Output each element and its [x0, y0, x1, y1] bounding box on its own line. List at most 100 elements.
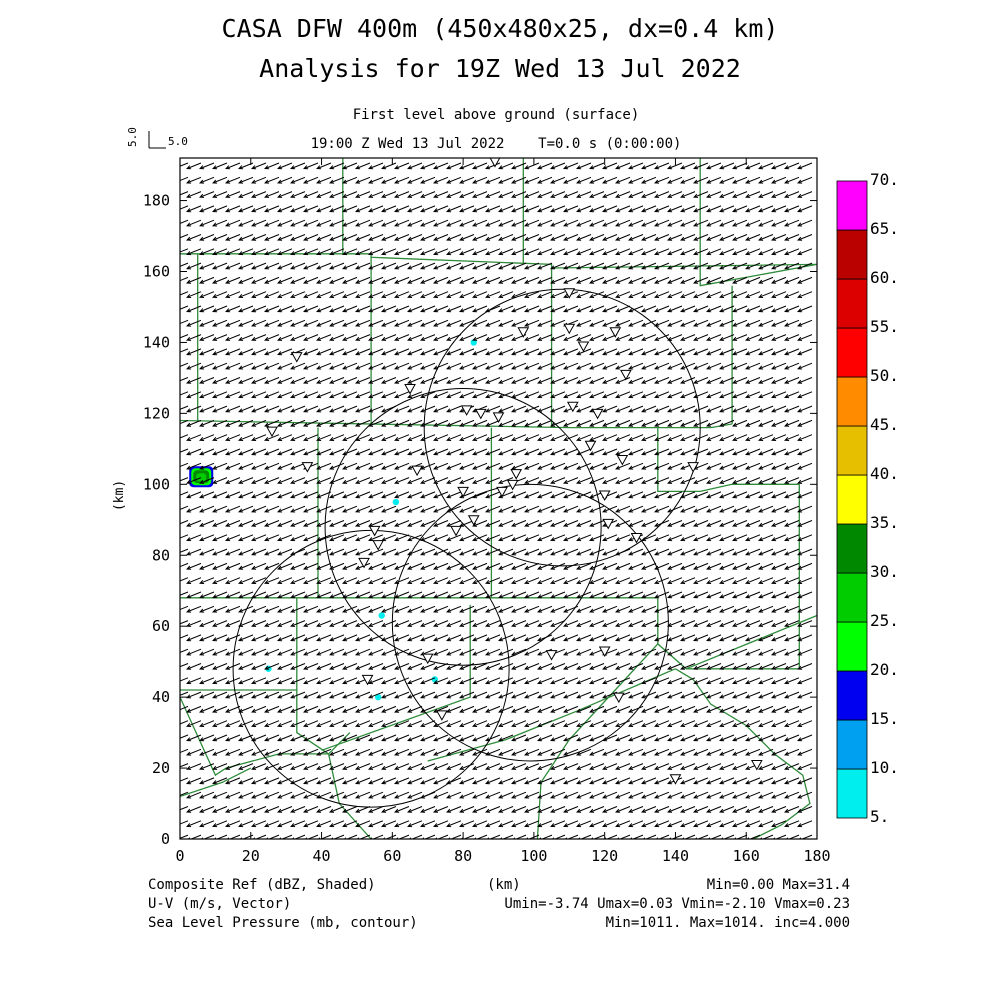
wind-vector — [459, 720, 475, 727]
wind-vector — [498, 720, 514, 727]
wind-vector — [342, 205, 358, 213]
wind-vector — [758, 820, 774, 828]
echo-cell-strong — [189, 466, 214, 488]
wind-vector — [264, 448, 280, 456]
wind-vector — [719, 234, 735, 241]
wind-vector — [459, 234, 475, 241]
wind-vector — [745, 634, 761, 642]
wind-vector — [485, 276, 501, 284]
wind-vector — [511, 405, 527, 413]
wind-vector — [628, 434, 644, 441]
wind-vector — [329, 377, 345, 384]
wind-vector — [316, 591, 332, 599]
colorbar-swatch — [836, 719, 868, 770]
wind-vector — [186, 505, 202, 513]
wind-vector — [316, 248, 332, 256]
wind-vector — [719, 791, 735, 799]
station-marker — [358, 557, 370, 569]
wind-vector — [180, 176, 189, 182]
wind-vector — [329, 434, 345, 441]
wind-vector — [628, 562, 644, 570]
wind-vector — [733, 834, 748, 839]
wind-vector — [225, 705, 241, 713]
wind-vector — [615, 276, 631, 284]
wind-vector — [797, 806, 813, 813]
wind-vector — [180, 276, 189, 282]
wind-vector — [524, 477, 540, 484]
wind-vector — [472, 534, 488, 542]
wind-vector — [498, 377, 514, 384]
wind-vector — [355, 391, 371, 399]
wind-vector — [238, 677, 254, 685]
wind-vector — [680, 634, 696, 642]
wind-vector — [355, 462, 371, 470]
wind-vector — [199, 720, 215, 727]
wind-vector — [433, 605, 449, 613]
y-tick-label: 20 — [152, 759, 170, 777]
wind-vector — [472, 691, 488, 699]
wind-vector — [589, 677, 605, 685]
wind-vector — [693, 748, 709, 756]
wind-vector — [238, 663, 254, 670]
wind-vector — [628, 648, 644, 656]
wind-vector — [199, 705, 215, 713]
wind-vector — [186, 534, 202, 542]
wind-vector — [212, 577, 228, 584]
wind-vector — [784, 434, 800, 441]
wind-vector — [797, 319, 813, 327]
wind-vector — [706, 734, 722, 742]
wind-vector — [576, 748, 592, 756]
wind-vector — [680, 191, 696, 198]
wind-vector — [381, 577, 397, 584]
wind-vector — [667, 620, 683, 627]
wind-vector — [550, 362, 566, 370]
wind-vector — [732, 391, 748, 399]
wind-vector — [667, 791, 683, 799]
wind-vector — [797, 620, 813, 627]
wind-vector — [394, 605, 410, 613]
wind-vector — [264, 276, 280, 284]
wind-vector — [420, 448, 436, 456]
wind-vector — [576, 677, 592, 685]
wind-vector — [771, 234, 787, 241]
wind-vector — [316, 748, 332, 756]
wind-vector — [732, 820, 748, 828]
wind-vector — [563, 748, 579, 756]
station-marker — [616, 454, 629, 466]
wind-vector — [180, 748, 189, 754]
wind-vector — [251, 348, 267, 356]
wind-vector — [576, 605, 592, 613]
wind-vector — [303, 319, 319, 327]
wind-vector — [277, 405, 293, 413]
wind-vector — [524, 677, 540, 685]
wind-vector — [511, 162, 527, 170]
wind-vector — [771, 334, 787, 341]
wind-vector — [368, 305, 384, 313]
wind-vector — [329, 462, 345, 470]
wind-vector — [537, 205, 553, 213]
wind-vector — [732, 605, 748, 613]
wind-vector — [667, 748, 683, 756]
wind-vector — [382, 834, 397, 839]
wind-vector — [641, 162, 657, 170]
wind-vector — [180, 162, 189, 167]
wind-vector — [212, 748, 228, 756]
wind-vector — [563, 734, 579, 742]
wind-vector — [238, 377, 254, 384]
wind-vector — [342, 648, 358, 656]
wind-vector — [589, 548, 605, 556]
wind-vector — [472, 219, 488, 227]
wind-vector — [433, 305, 449, 313]
wind-vector — [498, 419, 514, 427]
echo-cell-weak — [470, 339, 477, 346]
wind-vector — [693, 720, 709, 727]
wind-vector — [576, 262, 592, 270]
wind-vector — [498, 605, 514, 613]
wind-vector — [784, 634, 800, 642]
y-tick-label: 40 — [152, 688, 170, 706]
wind-vector — [589, 791, 605, 799]
wind-vector — [758, 777, 774, 785]
colorbar-swatch — [836, 523, 868, 574]
wind-vector — [524, 806, 540, 813]
wind-vector — [485, 334, 501, 341]
